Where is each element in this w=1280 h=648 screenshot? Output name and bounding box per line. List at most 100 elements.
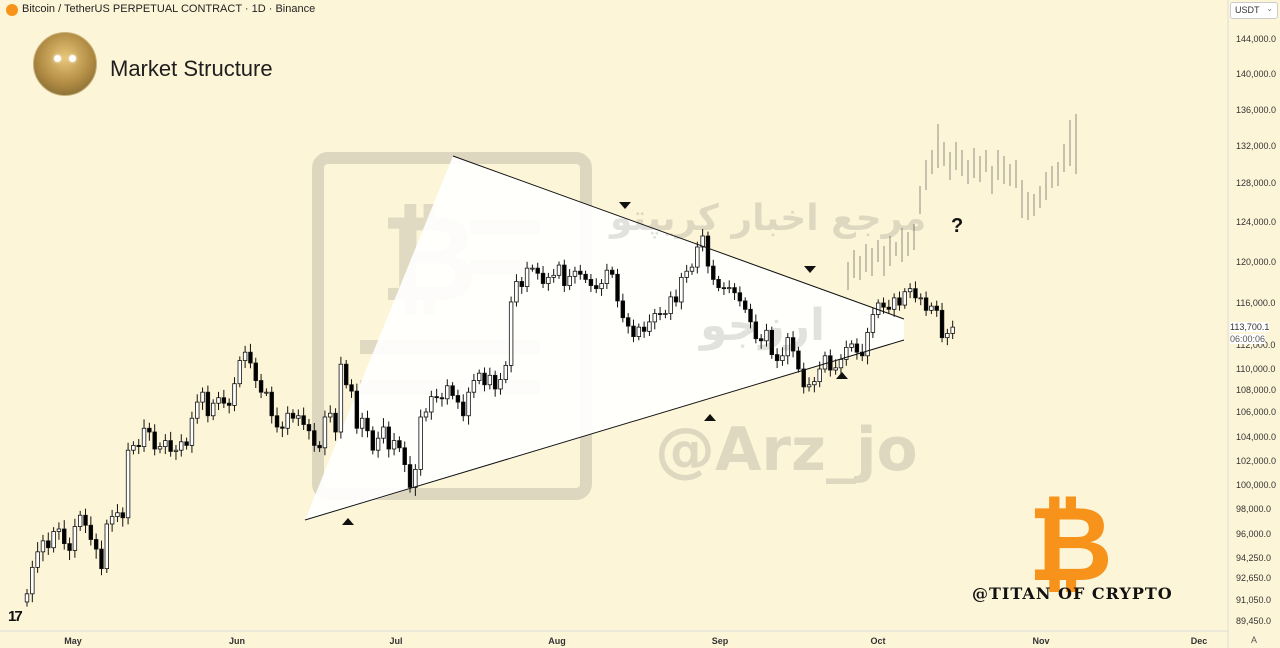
- candle: [508, 301, 514, 366]
- candle: [168, 440, 173, 452]
- y-tick-label: 94,250.0: [1236, 553, 1271, 563]
- candle: [402, 447, 407, 465]
- candles-group: [24, 228, 955, 607]
- candle: [274, 415, 280, 428]
- bar-countdown: 06:00:06: [1230, 334, 1266, 344]
- current-price-tag: 113,700.1: [1230, 322, 1270, 332]
- candle: [503, 364, 508, 380]
- candle: [386, 426, 391, 450]
- candle: [716, 279, 721, 289]
- y-tick-label: 112,000.0: [1236, 340, 1275, 350]
- candle: [546, 276, 551, 284]
- candle: [705, 235, 711, 267]
- candle: [195, 401, 200, 419]
- y-tick-label: 108,000.0: [1236, 385, 1276, 395]
- candle: [865, 331, 870, 357]
- candle: [790, 337, 796, 352]
- candle: [817, 368, 822, 383]
- candle: [721, 287, 727, 290]
- x-tick-label: May: [64, 636, 82, 646]
- candle: [343, 363, 349, 386]
- candle: [349, 384, 354, 392]
- low-marker: [836, 372, 848, 379]
- candle: [375, 437, 381, 451]
- candle: [439, 397, 445, 400]
- candle: [482, 372, 487, 386]
- candle: [157, 446, 163, 450]
- candle: [732, 287, 737, 294]
- candle: [556, 264, 562, 276]
- upper-trendline[interactable]: [452, 155, 905, 320]
- candle: [567, 275, 572, 286]
- candle: [743, 300, 748, 310]
- candle: [950, 326, 955, 334]
- candle: [78, 514, 83, 527]
- candle: [870, 314, 876, 333]
- candle: [907, 288, 913, 293]
- candle: [918, 297, 923, 300]
- candle: [881, 302, 886, 308]
- candle: [610, 269, 615, 275]
- x-tick-label: Jul: [389, 636, 402, 646]
- candle: [306, 424, 312, 432]
- candle: [46, 540, 51, 549]
- candle: [280, 426, 285, 429]
- candle: [147, 427, 152, 433]
- candle: [647, 321, 652, 332]
- candle: [173, 449, 179, 452]
- triangle-fill: [305, 156, 904, 521]
- candle: [657, 313, 663, 315]
- candle: [641, 326, 647, 332]
- candle: [652, 313, 657, 323]
- x-tick-label: Jun: [229, 636, 245, 646]
- candle: [429, 396, 434, 413]
- svg-text:₿: ₿: [1028, 483, 1113, 605]
- candle: [226, 402, 232, 406]
- y-tick-label: 132,000.0: [1236, 141, 1276, 151]
- candle: [322, 416, 328, 449]
- candle: [423, 411, 429, 418]
- price-axis[interactable]: 144,000.0 140,000.0 136,000.0 132,000.0 128,…: [1227, 0, 1276, 648]
- x-tick-label: Dec: [1191, 636, 1208, 646]
- candle: [897, 297, 902, 306]
- y-tick-label: 106,000.0: [1236, 407, 1276, 417]
- candle: [785, 337, 790, 357]
- candle: [801, 368, 806, 388]
- candle: [737, 292, 743, 302]
- currency-selector[interactable]: USDT ⌄: [1230, 2, 1278, 19]
- candle: [780, 355, 785, 361]
- candle: [524, 267, 530, 287]
- avatar-eye-icon: [69, 55, 76, 62]
- candle: [216, 397, 221, 404]
- candle: [572, 270, 578, 277]
- candle: [663, 313, 668, 315]
- candle: [365, 417, 370, 432]
- y-tick-label: 144,000.0: [1236, 34, 1276, 44]
- candle: [93, 539, 99, 550]
- projection-group: [847, 114, 1077, 290]
- candle: [450, 385, 455, 396]
- candle: [131, 444, 136, 451]
- high-marker: [619, 202, 631, 209]
- candle: [891, 297, 897, 310]
- candle: [689, 266, 695, 272]
- candle: [264, 391, 269, 394]
- candle: [285, 412, 290, 429]
- candle: [99, 548, 104, 570]
- candle: [30, 566, 35, 595]
- candle: [673, 296, 679, 303]
- auto-scale-button[interactable]: A: [1251, 635, 1258, 645]
- y-tick-label: 120,000.0: [1236, 257, 1276, 267]
- tradingview-logo-icon[interactable]: 17: [8, 608, 23, 625]
- watermark-persian-1: مرجع اخبار کریپتو: [608, 198, 926, 239]
- candle: [833, 367, 838, 371]
- time-axis[interactable]: May Jun Jul Aug Sep Oct Nov Dec: [0, 630, 1228, 646]
- candle: [56, 528, 62, 532]
- candle: [221, 397, 227, 404]
- symbol-title[interactable]: Bitcoin / TetherUS PERPETUAL CONTRACT · …: [22, 3, 316, 15]
- candle: [514, 281, 519, 303]
- y-tick-label: 128,000.0: [1236, 178, 1276, 188]
- lower-trendline[interactable]: [304, 339, 905, 521]
